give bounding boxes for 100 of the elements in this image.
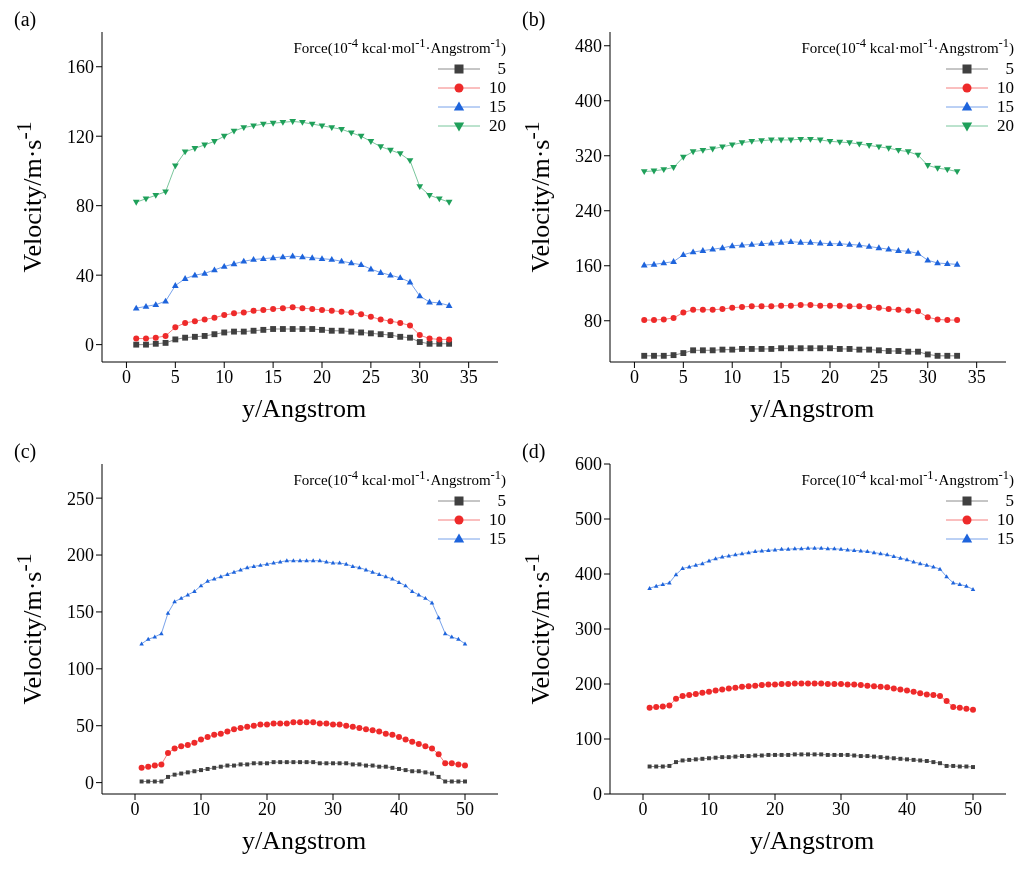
point: [284, 760, 289, 765]
point: [396, 734, 402, 741]
point: [690, 347, 697, 354]
point: [739, 304, 745, 310]
point: [250, 722, 257, 729]
point: [738, 140, 746, 147]
point: [812, 752, 817, 757]
point: [709, 306, 716, 313]
point: [954, 317, 961, 324]
point: [891, 756, 896, 761]
point: [279, 326, 286, 332]
legend-label: 15: [488, 528, 506, 549]
point: [224, 728, 231, 735]
y-tick-label: 160: [575, 256, 602, 277]
point: [689, 149, 697, 156]
point: [145, 763, 152, 770]
point: [397, 319, 404, 326]
point: [733, 754, 738, 759]
point: [766, 752, 771, 757]
point: [719, 686, 726, 693]
point: [192, 769, 197, 774]
point: [192, 589, 197, 594]
legend-title: Force(10$^{-4}$ kcal·mol$^{-1}$·Angstrom$^{-1}$): [801, 36, 1014, 57]
point: [836, 346, 843, 352]
point: [686, 692, 693, 698]
x-tick-label: 20: [313, 366, 331, 387]
point: [895, 147, 902, 154]
x-axis-title: y/Angstrom: [748, 394, 876, 424]
legend-title: Force(10$^{-4}$ kcal·mol$^{-1}$·Angstrom$^{-1}$): [801, 468, 1014, 489]
legend-label: 5: [496, 58, 506, 79]
point: [798, 680, 805, 687]
point: [199, 768, 203, 773]
point: [328, 256, 336, 262]
point: [807, 238, 814, 245]
point: [151, 762, 158, 769]
legend-label: 20: [488, 115, 506, 136]
point: [709, 347, 716, 354]
point: [765, 681, 772, 688]
point: [884, 684, 891, 691]
point: [260, 306, 267, 313]
point: [182, 334, 189, 341]
y-tick-label: 300: [575, 619, 602, 640]
legend-label: 20: [996, 115, 1014, 136]
point: [191, 333, 198, 340]
point: [298, 760, 302, 765]
point: [172, 336, 179, 343]
point: [785, 546, 791, 551]
point: [836, 302, 843, 309]
point: [435, 299, 443, 306]
point: [806, 752, 810, 757]
point: [367, 313, 374, 320]
point: [221, 312, 228, 319]
point: [328, 125, 336, 132]
y-tick-label: 0: [593, 784, 602, 805]
point: [396, 151, 404, 158]
x-tick-label: 50: [964, 798, 982, 819]
point: [692, 690, 699, 697]
point: [416, 292, 424, 299]
point: [937, 566, 943, 571]
point: [257, 721, 264, 728]
point: [225, 572, 230, 576]
point: [738, 241, 746, 248]
point: [670, 315, 677, 321]
point: [825, 752, 830, 757]
y-tick-label: 0: [85, 773, 94, 794]
point: [349, 723, 356, 730]
point: [162, 189, 169, 196]
y-tick-label: 0: [85, 335, 94, 356]
point: [445, 302, 453, 308]
point: [898, 555, 903, 560]
point: [409, 738, 416, 745]
point: [768, 346, 775, 352]
point: [726, 755, 731, 760]
point: [885, 348, 892, 354]
point: [918, 758, 923, 763]
point: [162, 332, 169, 339]
point: [343, 722, 350, 729]
point: [700, 756, 705, 761]
point: [299, 119, 306, 126]
x-tick-label: 30: [410, 366, 429, 387]
point: [212, 765, 217, 770]
point: [646, 704, 653, 711]
point: [845, 752, 850, 757]
point: [856, 346, 863, 353]
point: [713, 755, 718, 760]
point: [826, 138, 834, 145]
point: [885, 245, 893, 252]
point: [204, 734, 211, 741]
point: [890, 685, 897, 692]
point: [679, 251, 687, 258]
chart-title: (c): [14, 440, 37, 463]
point: [250, 256, 257, 262]
point: [133, 335, 140, 342]
x-tick-label: 40: [898, 798, 916, 819]
point: [792, 752, 797, 757]
point: [653, 704, 660, 711]
point: [666, 702, 673, 709]
point: [191, 318, 198, 325]
point: [422, 743, 429, 750]
point: [872, 754, 876, 759]
